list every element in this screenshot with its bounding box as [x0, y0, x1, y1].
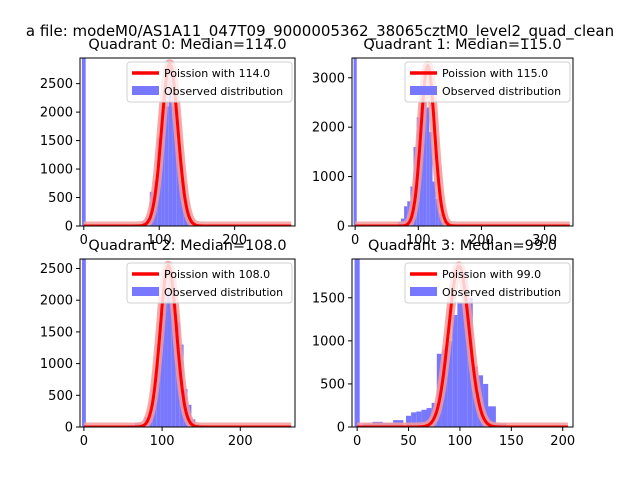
quadrant-2-x-tick-label: 200 [228, 434, 253, 449]
quadrant-2-title: Quadrant 2: Median=108.0 [88, 238, 286, 254]
quadrant-0-legend-hist-swatch [132, 86, 159, 95]
quadrant-1-legend-fit-label: Poission with 115.0 [442, 67, 548, 80]
quadrant-3-hist-bar [452, 315, 458, 427]
quadrant-1-x-tick-label: 100 [406, 233, 431, 248]
quadrant-2-hist-bar [167, 278, 172, 427]
quadrant-1-plot-area [352, 58, 573, 226]
figure-suptitle: a file: modeM0/AS1A11_047T09_9000005362_… [26, 22, 614, 41]
quadrant-3-hist-bar [416, 411, 422, 427]
quadrant-0-y-tick-label: 0 [65, 220, 73, 235]
quadrant-2-y-tick-label: 0 [65, 421, 73, 436]
quadrant-2-y-tick-label: 2000 [40, 294, 73, 309]
quadrant-1-hist-bar [404, 206, 408, 226]
quadrant-2-x-tick-label: 0 [80, 434, 88, 449]
quadrant-0-hist-bar [176, 140, 180, 226]
quadrant-0-hist-bar [164, 106, 169, 226]
quadrant-3-hist-bar-zero [354, 259, 360, 427]
quadrant-1-legend-hist-label: Observed distribution [442, 85, 561, 98]
quadrant-3-hist-bar [405, 415, 412, 427]
quadrant-1-legend [404, 61, 571, 103]
quadrant-1-y-tick-label: 0 [337, 220, 345, 235]
quadrant-3-hist-bar [421, 409, 427, 427]
quadrant-3-y-tick-label: 0 [337, 421, 345, 436]
quadrant-3-hist-bar [462, 271, 468, 427]
quadrant-2-legend-fit-label: Poission with 108.0 [164, 268, 270, 281]
quadrant-2-y-tick-label: 2500 [40, 262, 73, 277]
quadrant-2-hist-bar [164, 290, 168, 427]
quadrant-1-hist-bar-zero [353, 58, 357, 226]
quadrant-0-fit-line [83, 62, 292, 226]
quadrant-0-y-tick-label: 2000 [40, 106, 73, 121]
quadrant-0-y-tick-label: 500 [48, 191, 73, 206]
quadrant-1-hist-bar [429, 132, 433, 226]
quadrant-0-hist-bar [172, 106, 177, 226]
quadrant-0-legend [126, 61, 293, 103]
quadrant-1-hist-bar [423, 67, 427, 226]
quadrant-3-hist-bar [457, 302, 463, 427]
quadrant-1-legend-hist-swatch [410, 86, 437, 95]
quadrant-1-x-tick-label: 0 [351, 233, 359, 248]
quadrant-2-hist-bar-zero [81, 259, 86, 427]
quadrant-3-hist-bar [485, 406, 496, 427]
quadrant-2-plot-area [80, 259, 295, 427]
quadrant-2-y-tick-label: 500 [48, 389, 73, 404]
quadrant-2-legend [126, 262, 293, 304]
quadrant-0-axes-frame [79, 57, 296, 227]
quadrant-3-x-tick-label: 150 [499, 434, 524, 449]
quadrant-1-hist-bar [432, 181, 436, 226]
quadrant-3-hist-bar [411, 412, 417, 427]
quadrant-1-x-tick-label: 300 [532, 233, 557, 248]
quadrant-0-hist-bar [161, 112, 165, 226]
quadrant-3-hist-bar [426, 408, 432, 427]
quadrant-0-legend-fit-label: Poission with 114.0 [164, 67, 270, 80]
quadrant-3-x-tick-label: 50 [400, 434, 417, 449]
quadrant-2-legend-hist-swatch [132, 287, 159, 296]
quadrant-0-x-tick-label: 0 [80, 233, 88, 248]
quadrant-3-legend [404, 262, 571, 304]
quadrant-2-x-tick-label: 100 [150, 434, 175, 449]
quadrant-3-legend-fit-label: Poission with 99.0 [442, 268, 541, 281]
quadrant-2-y-tick-label: 1000 [40, 357, 73, 372]
quadrant-0-hist-bar [168, 69, 173, 226]
quadrant-1-x-tick-label: 200 [469, 233, 494, 248]
quadrant-3-axes-frame [351, 258, 574, 428]
quadrant-0-hist-bar-zero [81, 58, 86, 226]
quadrant-3-y-tick-label: 1500 [312, 291, 345, 306]
quadrant-2-fit-line [83, 263, 292, 427]
quadrant-1-y-tick-label: 2000 [312, 121, 345, 136]
quadrant-3-x-tick-label: 100 [448, 434, 473, 449]
quadrant-1-hist-bar [426, 107, 430, 226]
quadrant-2-legend-hist-label: Observed distribution [164, 286, 283, 299]
quadrant-3-x-tick-label: 200 [550, 434, 575, 449]
quadrant-3-legend-hist-swatch [410, 287, 437, 296]
quadrant-1-y-tick-label: 3000 [312, 71, 345, 86]
quadrant-0-plot-area [80, 58, 295, 226]
quadrant-0-y-tick-label: 2500 [40, 77, 73, 92]
quadrant-3-chart: 0 50 100 150 200 0 500 1000 1500 Quadrant 3: Medi… [312, 238, 575, 449]
quadrant-3-legend-hist-label: Observed distribution [442, 286, 561, 299]
quadrant-0-legend-hist-label: Observed distribution [164, 85, 283, 98]
quadrant-0-title: Quadrant 0: Median=114.0 [88, 37, 286, 53]
quadrant-2-hist-bar [160, 312, 165, 427]
quadrant-3-y-tick-label: 1000 [312, 334, 345, 349]
quadrant-3-y-tick-label: 500 [320, 377, 345, 392]
quadrant-0-y-tick-label: 1500 [40, 134, 73, 149]
quadrant-3-hist-bar [483, 383, 489, 427]
quadrant-0-y-tick-label: 1000 [40, 163, 73, 178]
quadrant-1-hist-bar [435, 198, 439, 226]
quadrant-3-hist-bar [447, 340, 453, 427]
quadrant-2-y-tick-label: 1500 [40, 325, 73, 340]
quadrant-3-title: Quadrant 3: Median=99.0 [368, 238, 557, 254]
quadrant-3-x-tick-label: 0 [353, 434, 361, 449]
quadrant-0-x-tick-label: 200 [222, 233, 247, 248]
quadrant-1-y-tick-label: 1000 [312, 170, 345, 185]
quadrant-2-axes-frame [79, 258, 296, 428]
quadrant-1-title: Quadrant 1: Median=115.0 [363, 37, 561, 53]
quadrant-1-axes-frame [351, 57, 574, 227]
quadrant-0-x-tick-label: 100 [147, 233, 172, 248]
